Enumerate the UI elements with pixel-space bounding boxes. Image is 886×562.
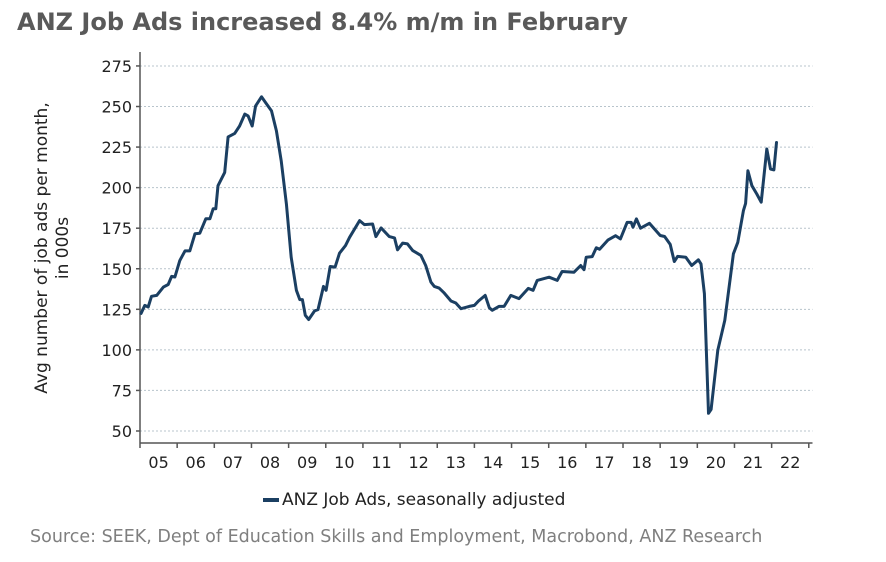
- x-tick-label: 14: [483, 453, 503, 472]
- source-note: Source: SEEK, Dept of Education Skills a…: [30, 527, 763, 547]
- y-tick-label: 200: [101, 179, 132, 198]
- legend: ANZ Job Ads, seasonally adjusted: [263, 490, 565, 510]
- y-tick-label: 275: [101, 57, 132, 76]
- x-tick-label: 10: [334, 453, 354, 472]
- x-tick-label: 12: [408, 453, 428, 472]
- x-tick-label: 15: [520, 453, 540, 472]
- x-tick-label: 09: [297, 453, 317, 472]
- y-axis-label-line-2: in 000s: [53, 217, 73, 279]
- x-tick-label: 13: [446, 453, 466, 472]
- y-tick-label: 125: [101, 300, 132, 319]
- x-tick-label: 11: [371, 453, 391, 472]
- x-tick-label: 22: [780, 453, 800, 472]
- x-tick-label: 05: [148, 453, 168, 472]
- y-tick-label: 250: [101, 98, 132, 117]
- x-tick-label: 21: [743, 453, 763, 472]
- x-tick-label: 16: [557, 453, 577, 472]
- y-axis-label-line-1: Avg number of job ads per month,: [32, 102, 52, 393]
- x-tick-label: 07: [223, 453, 243, 472]
- x-tick-label: 19: [669, 453, 689, 472]
- x-tick-label: 17: [594, 453, 614, 472]
- x-tick-label: 08: [260, 453, 280, 472]
- gridlines: [140, 65, 813, 432]
- y-tick-label: 175: [101, 219, 132, 238]
- y-tick-label: 225: [101, 138, 132, 157]
- y-tick-label: 50: [112, 422, 132, 441]
- series: [139, 95, 778, 415]
- x-tick-label: 18: [631, 453, 651, 472]
- y-tick-label: 100: [101, 341, 132, 360]
- x-tick-label: 20: [706, 453, 726, 472]
- legend-label: ANZ Job Ads, seasonally adjusted: [282, 490, 566, 510]
- axes: 50 75 100 125 150 175 200 225 250 275 05 06 07 08 09 10…: [101, 52, 813, 472]
- legend-swatch: [263, 498, 279, 502]
- x-tick-label: 06: [186, 453, 206, 472]
- y-tick-label: 75: [112, 381, 132, 400]
- y-tick-label: 150: [101, 260, 132, 279]
- chart-title: ANZ Job Ads increased 8.4% m/m in Februa…: [17, 8, 628, 36]
- series-line-anz-job-ads: [139, 95, 778, 415]
